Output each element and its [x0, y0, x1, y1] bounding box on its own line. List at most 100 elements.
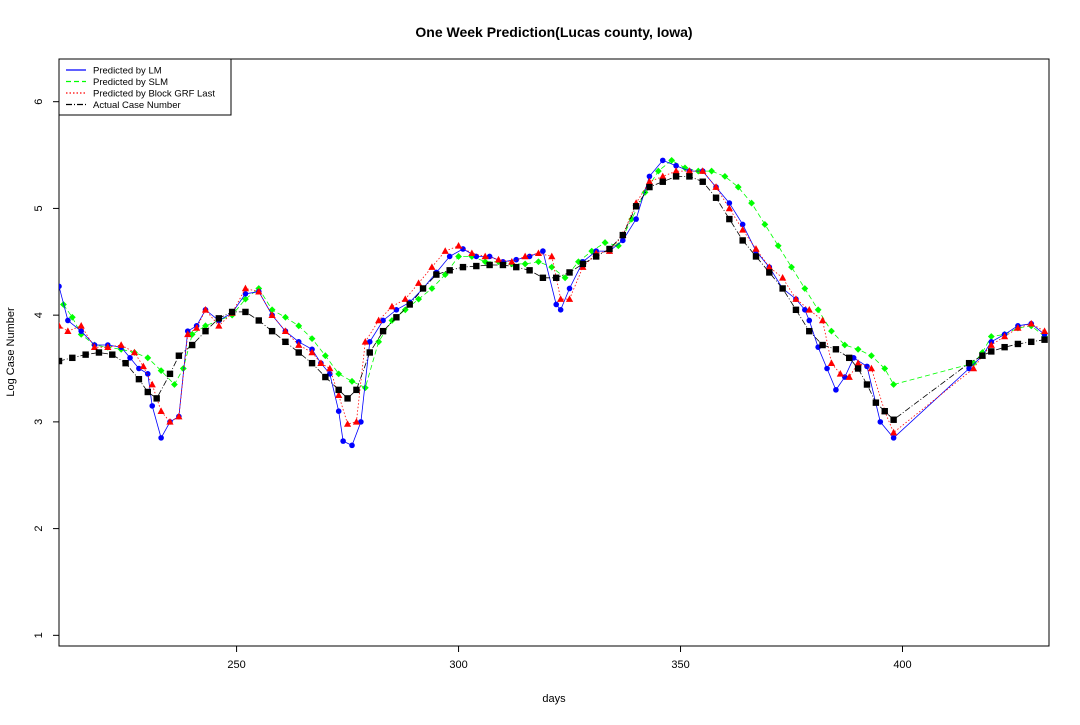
- slm-point: [282, 313, 289, 321]
- grf-point: [157, 407, 165, 414]
- grf-point: [481, 252, 489, 260]
- slm-point: [868, 352, 875, 360]
- actual-point: [366, 349, 373, 356]
- actual-point: [82, 351, 89, 358]
- lm-series: [59, 157, 1048, 449]
- slm-point: [455, 253, 462, 260]
- slm-point: [841, 341, 849, 349]
- actual-point: [69, 354, 76, 362]
- grf-point: [281, 327, 290, 334]
- lm-point: [824, 365, 830, 372]
- grf-point: [827, 359, 836, 366]
- grf-point: [890, 428, 898, 436]
- actual-point: [295, 349, 302, 356]
- actual-point: [606, 245, 613, 253]
- slm-point: [375, 338, 383, 346]
- grf-point: [441, 247, 449, 254]
- actual-point: [872, 399, 880, 406]
- grf-point: [295, 341, 303, 348]
- slm-line: [63, 159, 1045, 389]
- series-layer: [59, 156, 1049, 449]
- slm-point: [628, 215, 636, 223]
- actual-point: [122, 359, 129, 367]
- grf-point: [699, 167, 707, 174]
- lm-point: [877, 419, 884, 425]
- lm-point: [149, 403, 156, 409]
- lm-point: [136, 365, 142, 372]
- actual-point: [513, 263, 520, 271]
- lm-point: [127, 355, 133, 361]
- actual-point: [863, 381, 871, 388]
- actual-line: [59, 176, 1045, 421]
- slm-point: [295, 322, 303, 330]
- lm-point: [566, 285, 573, 292]
- slm-point: [854, 345, 862, 353]
- grf-point: [59, 322, 63, 329]
- actual-point: [59, 357, 63, 365]
- slm-point: [788, 263, 795, 271]
- grf-point: [818, 316, 827, 324]
- actual-point: [459, 263, 467, 271]
- plot-frame: [58, 58, 1050, 647]
- actual-point: [1028, 338, 1035, 346]
- slm-point: [721, 173, 729, 180]
- slm-point: [614, 242, 622, 250]
- grf-point: [361, 338, 369, 345]
- grf-point: [317, 359, 325, 366]
- actual-point: [1001, 343, 1008, 351]
- grf-point: [201, 306, 210, 313]
- slm-point: [987, 333, 995, 340]
- actual-point: [95, 349, 103, 356]
- grf-point: [148, 380, 156, 388]
- slm-point: [548, 263, 556, 271]
- actual-point: [566, 269, 573, 276]
- slm-point: [361, 384, 369, 392]
- y-axis-label: Log Case Number: [5, 307, 17, 397]
- lm-point: [633, 216, 639, 222]
- x-tick-label: 250: [227, 659, 245, 671]
- slm-point: [171, 381, 178, 388]
- grf-point: [685, 167, 694, 174]
- lm-point: [349, 442, 355, 449]
- slm-point: [428, 285, 436, 292]
- slm-point: [561, 274, 569, 282]
- actual-point: [846, 354, 853, 362]
- grf-point: [645, 177, 654, 185]
- lm-point: [513, 256, 520, 263]
- y-tick-label: 6: [33, 99, 45, 105]
- grf-point: [969, 364, 978, 372]
- slm-point: [890, 381, 898, 388]
- grf-point: [867, 364, 876, 372]
- grf-point: [414, 279, 423, 286]
- y-tick-label: 4: [33, 312, 45, 318]
- grf-point: [672, 167, 680, 174]
- lm-point: [358, 419, 364, 425]
- y-tick-label: 5: [33, 205, 45, 211]
- slm-point: [521, 260, 529, 268]
- slm-point: [348, 377, 356, 385]
- slm-series: [60, 156, 1048, 392]
- lm-point: [620, 237, 626, 244]
- actual-point: [712, 194, 720, 201]
- actual-point: [1041, 336, 1048, 343]
- slm-point: [179, 365, 187, 372]
- chart-title: One Week Prediction(Lucas county, Iowa): [415, 24, 692, 40]
- grf-point: [139, 362, 147, 370]
- actual-point: [215, 315, 223, 322]
- actual-point: [473, 262, 480, 270]
- grf-point: [388, 302, 396, 310]
- grf-point: [130, 348, 139, 356]
- lm-point: [78, 328, 84, 334]
- lm-point: [366, 339, 373, 345]
- slm-point: [708, 167, 716, 175]
- slm-point: [681, 164, 689, 172]
- grf-point: [712, 183, 720, 190]
- grf-point: [565, 295, 574, 302]
- grf-point: [375, 316, 383, 324]
- grf-point: [557, 295, 565, 302]
- lm-point: [739, 221, 746, 228]
- actual-series: [59, 173, 1048, 423]
- actual-point: [539, 274, 547, 281]
- slm-point: [144, 354, 152, 362]
- grf-point: [534, 249, 543, 257]
